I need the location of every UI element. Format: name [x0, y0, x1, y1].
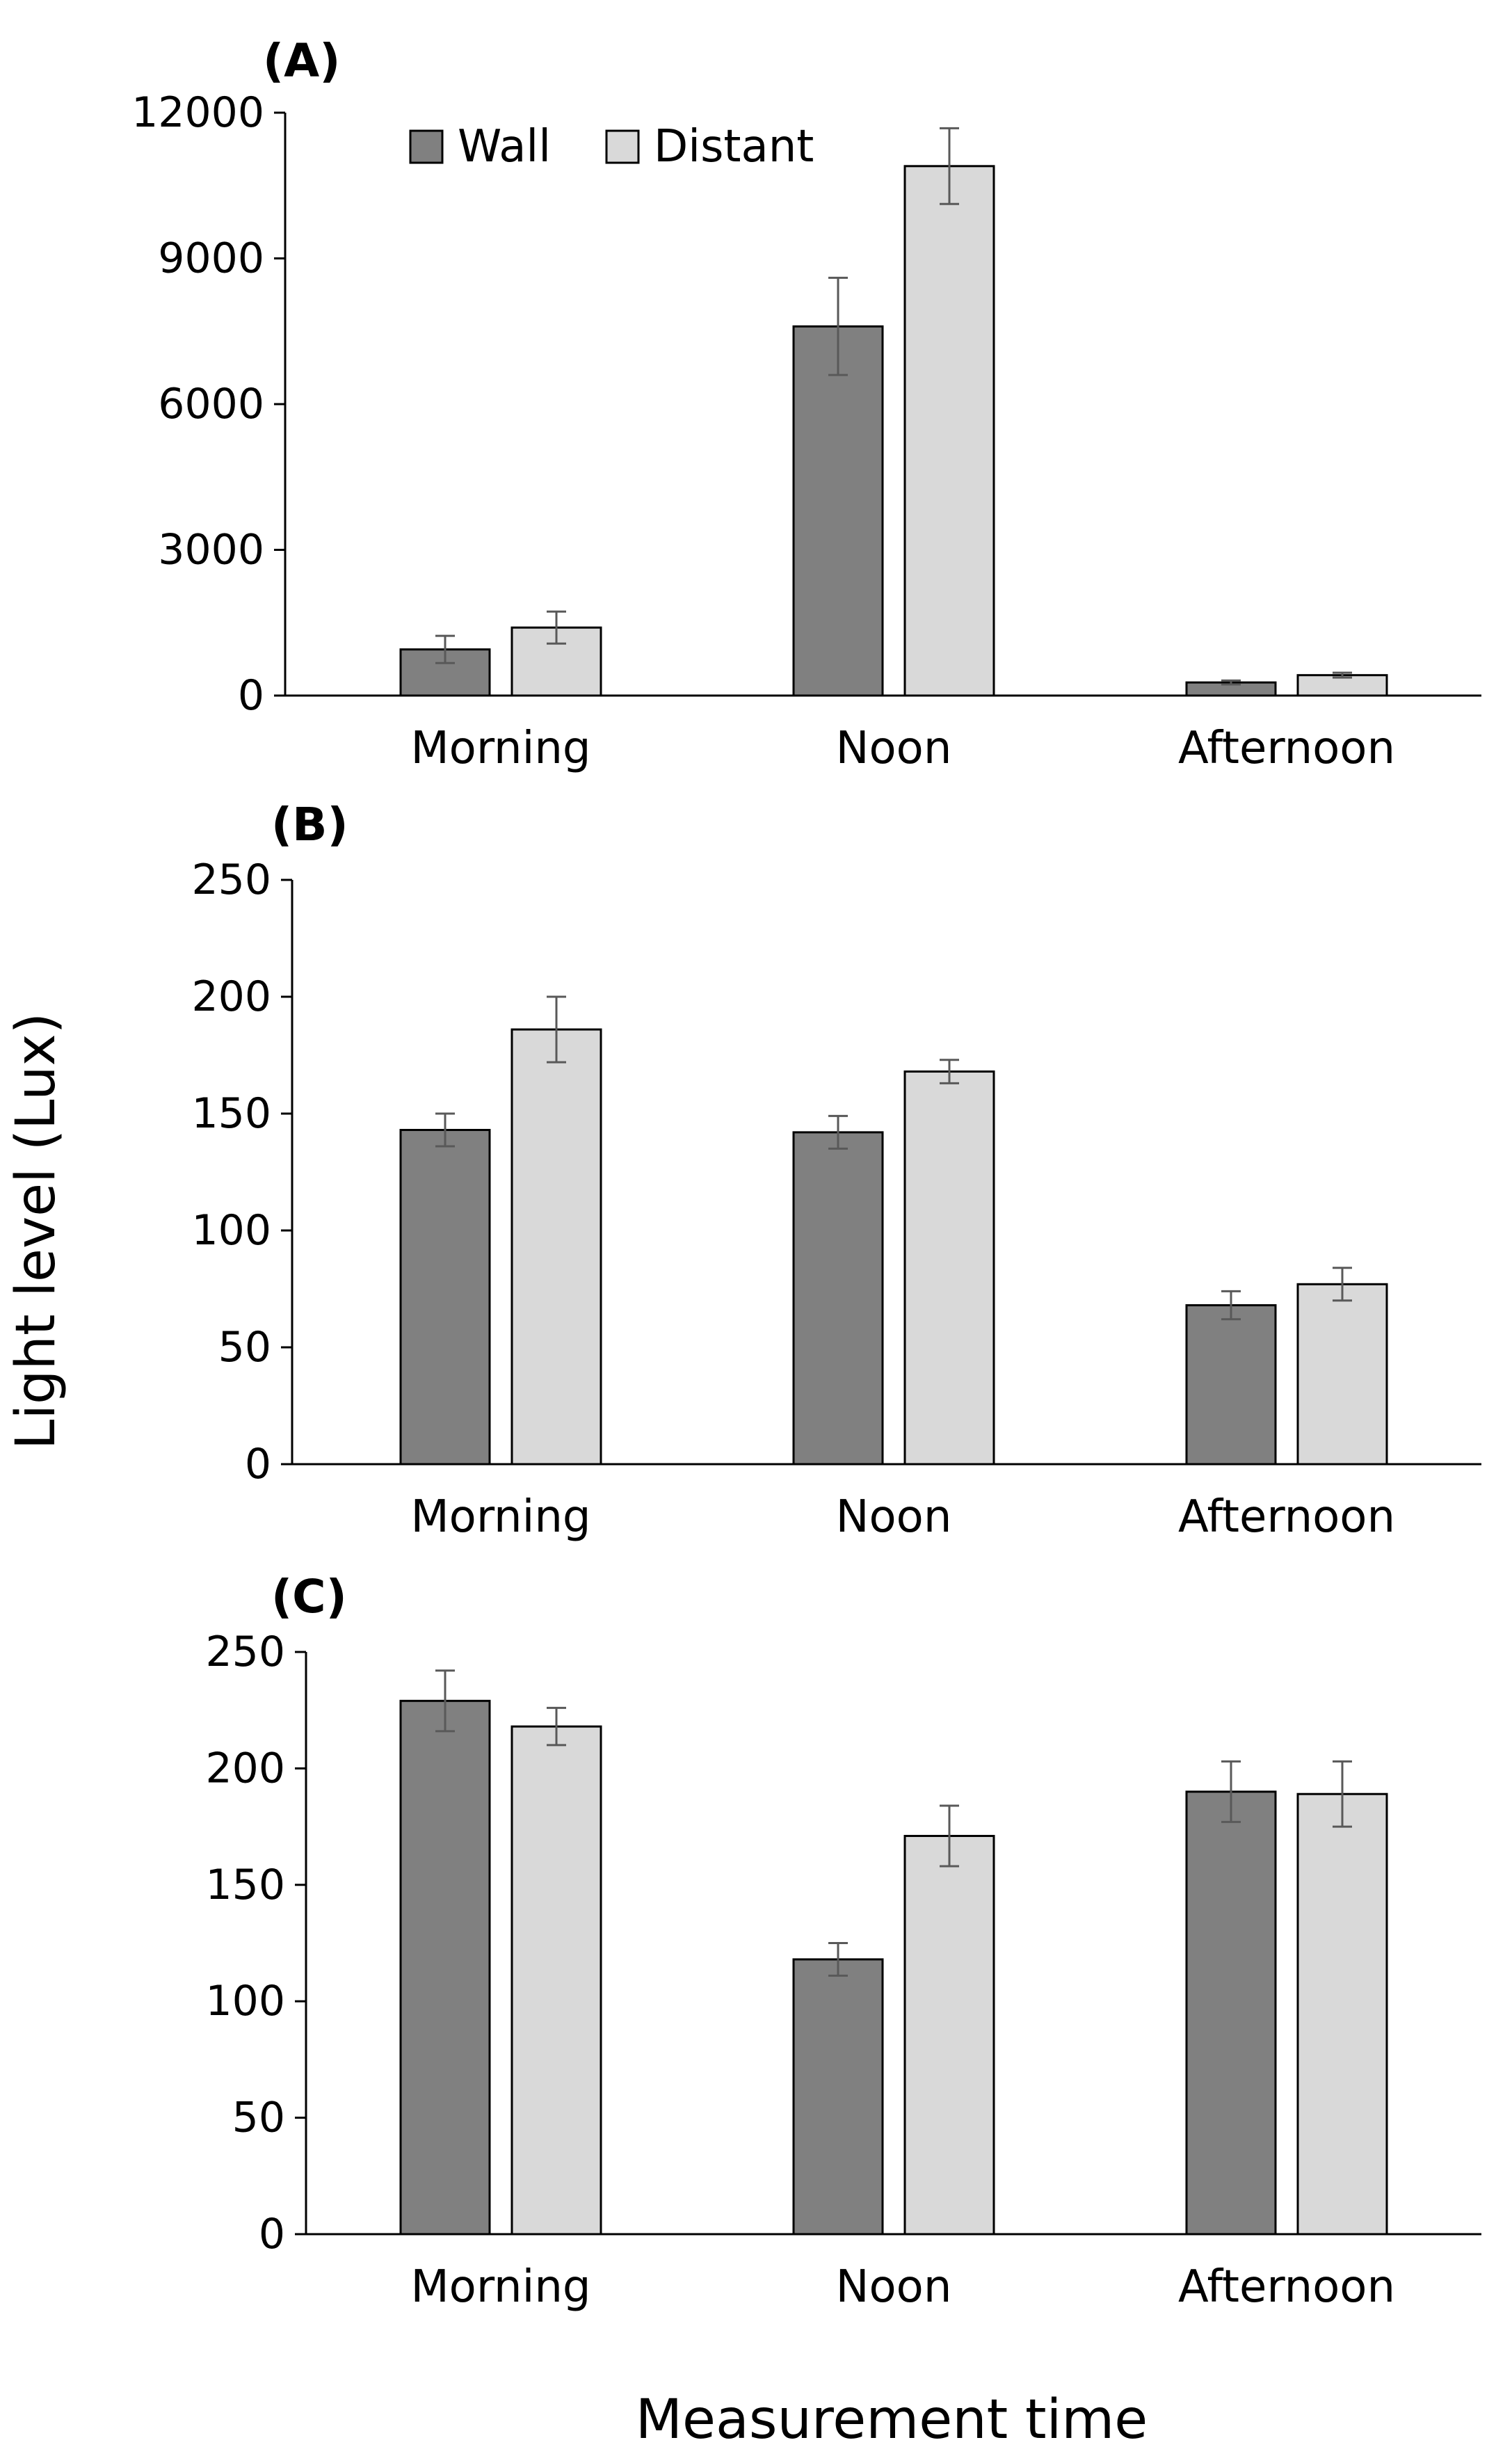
y-axis-title: Light level (Lux)	[5, 1013, 67, 1450]
legend-label-wall: Wall	[458, 121, 551, 173]
bar-distant-afternoon	[1296, 1792, 1388, 2236]
legend-item-distant: Distant	[605, 121, 814, 173]
chart-panels: (A) 0 3000 6000 9000 12000 Morning Noon Afternoo…	[131, 34, 1481, 2313]
y-tick-label: 0	[245, 1440, 271, 1489]
error-bar-distant-noon	[940, 127, 959, 205]
x-tick-label-afternoon: Afternoon	[1178, 2261, 1395, 2313]
y-tick-label: 0	[259, 2210, 285, 2259]
error-bar-wall-afternoon	[1221, 1290, 1241, 1321]
error-bar-wall-afternoon	[1221, 679, 1241, 686]
error-bar-distant-morning	[547, 995, 566, 1064]
y-tick-label: 150	[191, 1089, 271, 1138]
panel-label: (C)	[271, 1570, 347, 1623]
y-tick-label: 9000	[158, 234, 264, 283]
error-bar-wall-noon	[828, 1114, 848, 1150]
y-tick-label: 6000	[158, 380, 264, 428]
x-tick-label-noon: Noon	[836, 2261, 952, 2313]
y-tick-label: 150	[205, 1861, 285, 1909]
y-tick-label: 200	[191, 972, 271, 1021]
error-bar-wall-noon	[828, 276, 848, 376]
y-tick-label: 250	[205, 1628, 285, 1676]
y-tick-label: 100	[205, 1977, 285, 2025]
y-tick-label: 200	[205, 1744, 285, 1792]
x-axis-title: Measurement time	[636, 2389, 1148, 2451]
x-tick-label-afternoon: Afternoon	[1178, 723, 1395, 774]
legend: Wall Distant	[409, 121, 814, 173]
bar-distant-morning	[510, 1028, 602, 1466]
panel-label: (A)	[263, 34, 340, 88]
x-tick-label-noon: Noon	[836, 1491, 952, 1543]
bar-wall-afternoon	[1185, 1304, 1277, 1466]
bar-wall-noon	[792, 1958, 884, 2236]
error-bar-wall-morning	[435, 1669, 455, 1733]
error-bar-wall-morning	[435, 634, 455, 664]
legend-item-wall: Wall	[409, 121, 551, 173]
bar-wall-morning	[399, 1699, 491, 2236]
legend-swatch-wall	[409, 129, 444, 164]
x-tick-label-morning: Morning	[410, 723, 590, 774]
panel-a: (A) 0 3000 6000 9000 12000 Morning Noon Afternoo…	[131, 34, 1481, 774]
error-bar-wall-noon	[828, 1942, 848, 1977]
bar-wall-noon	[792, 325, 884, 697]
y-tick-label: 50	[218, 1323, 271, 1372]
bar-wall-noon	[792, 1131, 884, 1466]
bar-distant-noon	[903, 1070, 995, 1466]
y-tick-label: 250	[191, 856, 271, 904]
panel-b: (B) 0 50 100 150 200 250 Morning Noon Afternoon	[191, 798, 1481, 1543]
error-bar-wall-afternoon	[1221, 1760, 1241, 1823]
bar-distant-afternoon	[1296, 1283, 1388, 1466]
bar-distant-noon	[903, 1834, 995, 2236]
legend-swatch-distant	[605, 129, 640, 164]
y-tick-label: 3000	[158, 526, 264, 575]
error-bar-distant-morning	[547, 1706, 566, 1747]
y-tick-label: 0	[238, 671, 264, 720]
legend-label-distant: Distant	[654, 121, 814, 173]
error-bar-distant-afternoon	[1333, 1267, 1352, 1302]
x-tick-label-noon: Noon	[836, 723, 952, 774]
bar-wall-afternoon	[1185, 1790, 1277, 2236]
x-tick-label-morning: Morning	[410, 1491, 590, 1543]
panel-c: (C) 0 50 100 150 200 250 Morning Noon Afternoon	[205, 1570, 1481, 2313]
error-bar-distant-morning	[547, 610, 566, 645]
x-tick-label-afternoon: Afternoon	[1178, 1491, 1395, 1543]
y-tick-label: 50	[232, 2094, 285, 2142]
y-tick-label: 100	[191, 1206, 271, 1255]
bar-wall-morning	[399, 1129, 491, 1466]
panel-label: (B)	[271, 798, 348, 851]
error-bar-distant-afternoon	[1333, 1760, 1352, 1828]
x-tick-label-morning: Morning	[410, 2261, 590, 2313]
error-bar-distant-noon	[940, 1804, 959, 1868]
y-tick-label: 12000	[131, 88, 264, 137]
error-bar-distant-afternoon	[1333, 671, 1352, 679]
bar-distant-noon	[903, 165, 995, 697]
error-bar-wall-morning	[435, 1112, 455, 1148]
bar-distant-morning	[510, 1725, 602, 2236]
error-bar-distant-noon	[940, 1059, 959, 1084]
